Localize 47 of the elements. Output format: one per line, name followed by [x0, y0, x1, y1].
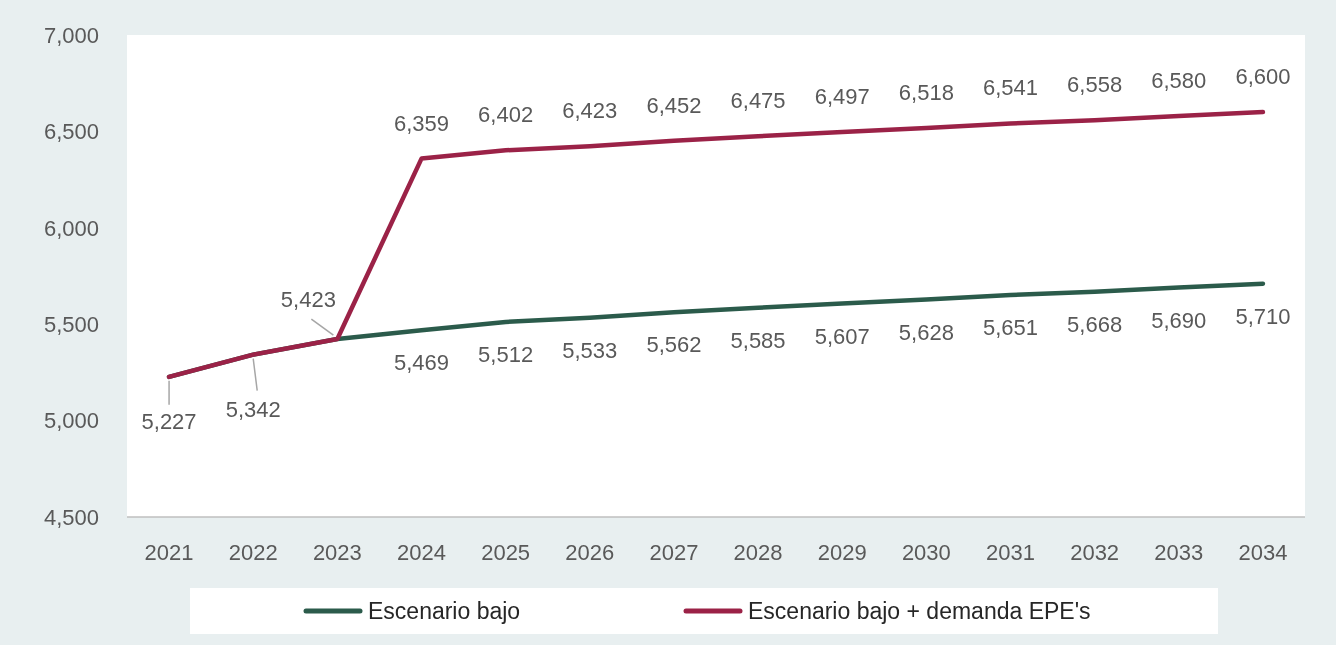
data-label: 5,227 — [141, 408, 197, 434]
x-tick-label: 2023 — [312, 540, 362, 565]
x-tick-label: 2021 — [144, 540, 194, 565]
data-label: 6,580 — [1151, 67, 1207, 93]
y-tick-label: 5,500 — [43, 311, 99, 337]
y-tick-label: 6,000 — [43, 215, 99, 241]
data-label: 5,607 — [814, 323, 870, 349]
x-tick-label: 2029 — [817, 540, 867, 565]
data-label: 5,562 — [646, 332, 702, 358]
y-tick-label: 4,500 — [43, 504, 99, 530]
x-tick-label: 2027 — [649, 540, 699, 565]
x-tick-label: 2022 — [228, 540, 278, 565]
legend-label: Escenario bajo + demanda EPE's — [748, 598, 1091, 625]
data-label: 6,423 — [562, 98, 618, 124]
y-tick-label: 7,000 — [43, 22, 99, 48]
data-label: 5,651 — [982, 315, 1039, 341]
data-label: 5,585 — [730, 327, 786, 353]
data-label: 6,452 — [646, 92, 702, 118]
x-tick-label: 2034 — [1238, 540, 1288, 565]
y-tick-label: 6,500 — [43, 119, 99, 145]
legend-label: Escenario bajo — [368, 598, 521, 625]
data-label: 6,518 — [898, 79, 954, 105]
x-tick-label: 2028 — [733, 540, 783, 565]
data-label: 5,668 — [1067, 311, 1123, 337]
data-label: 5,533 — [562, 337, 618, 363]
y-tick-label: 5,000 — [43, 408, 99, 434]
data-label: 6,541 — [982, 75, 1039, 101]
data-label: 5,469 — [393, 350, 450, 376]
x-tick-label: 2025 — [481, 540, 531, 565]
x-tick-label: 2024 — [397, 540, 446, 565]
data-label: 6,497 — [814, 83, 870, 109]
data-label: 6,402 — [478, 102, 534, 128]
data-label: 6,600 — [1235, 64, 1291, 90]
x-tick-label: 2031 — [986, 540, 1035, 565]
x-tick-label: 2026 — [565, 540, 615, 565]
data-label: 5,690 — [1151, 307, 1207, 333]
data-label: 6,475 — [730, 88, 786, 114]
data-label: 5,628 — [898, 319, 954, 345]
data-label: 6,558 — [1067, 72, 1123, 98]
data-label: 6,359 — [393, 110, 450, 136]
x-tick-label: 2033 — [1154, 540, 1204, 565]
data-label: 5,342 — [225, 396, 281, 422]
x-tick-label: 2032 — [1070, 540, 1120, 565]
data-label: 5,423 — [280, 287, 336, 313]
data-label: 5,710 — [1235, 303, 1291, 329]
data-label: 5,512 — [478, 341, 534, 367]
x-tick-label: 2030 — [901, 540, 951, 565]
